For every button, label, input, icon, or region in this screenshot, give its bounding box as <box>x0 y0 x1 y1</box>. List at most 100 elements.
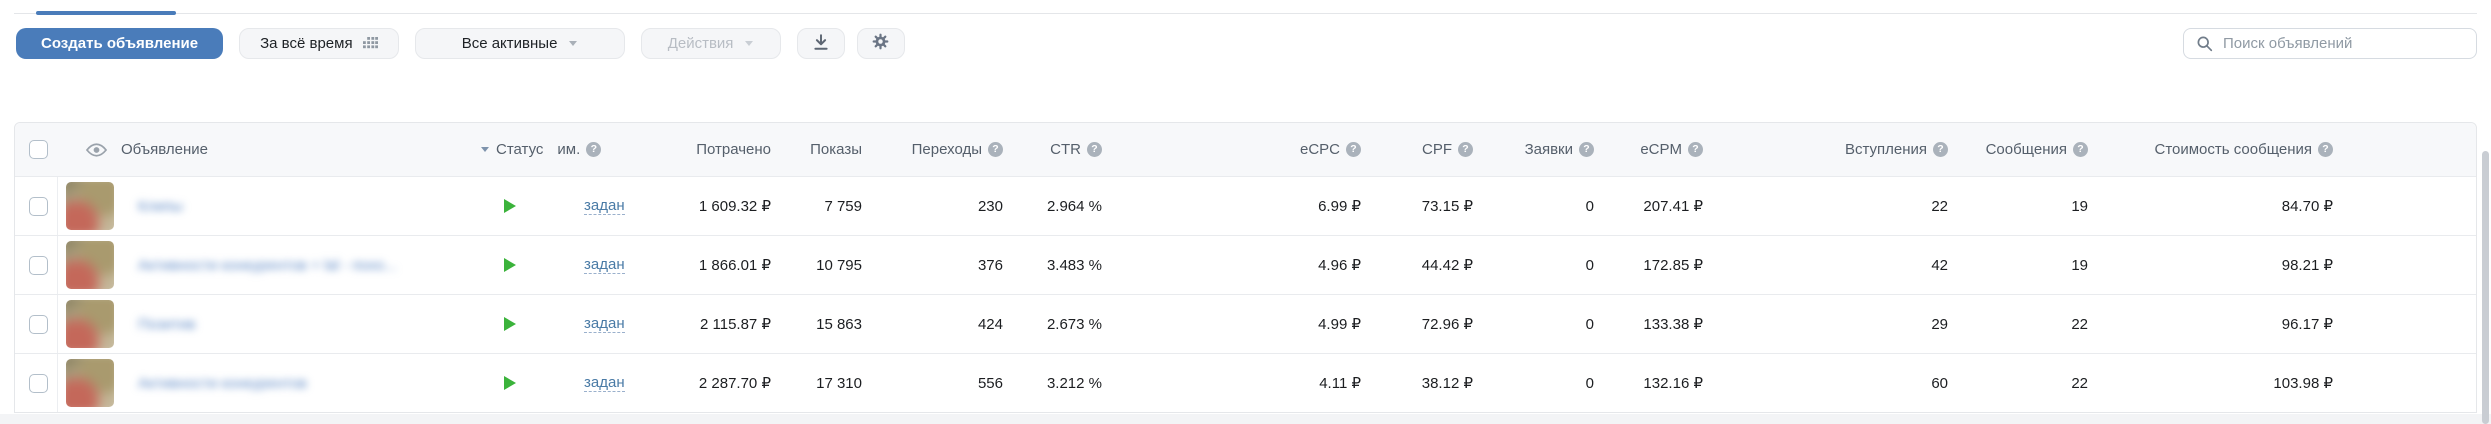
status-active-play-icon <box>504 317 516 331</box>
help-icon[interactable]: ? <box>1579 142 1594 157</box>
actions-dropdown: Действия <box>640 28 781 59</box>
column-header-message-cost[interactable]: Стоимость сообщения ? <box>2094 123 2339 176</box>
help-icon[interactable]: ? <box>2073 142 2088 157</box>
impressions-cell: 10 795 <box>816 256 862 274</box>
help-icon[interactable]: ? <box>2318 142 2333 157</box>
page-bottom-strip <box>0 414 2491 424</box>
table-row: Клипы задан 1 609.32 ₽ 7 759 230 2.964 %… <box>15 176 2476 235</box>
status-filter-dropdown[interactable]: Все активные <box>414 28 625 59</box>
row-checkbox[interactable] <box>29 314 48 334</box>
column-header-impressions[interactable]: Показы <box>810 141 862 158</box>
column-header-leads[interactable]: Заявки ? <box>1479 123 1600 176</box>
help-icon[interactable]: ? <box>1933 142 1948 157</box>
ad-thumbnail[interactable] <box>66 300 114 348</box>
column-header-limit-label: им. <box>557 141 581 158</box>
export-button[interactable] <box>796 28 845 59</box>
row-checkbox[interactable] <box>29 255 48 275</box>
message-cost-cell: 84.70 ₽ <box>2281 198 2333 215</box>
spent-cell: 2 287.70 ₽ <box>698 375 771 392</box>
sort-caret-down-icon <box>481 147 489 152</box>
ad-cell: Позитив <box>58 295 481 353</box>
ad-cell: Клипы <box>58 177 481 235</box>
clicks-cell: 424 <box>977 315 1003 333</box>
ecpm-cell: 133.38 ₽ <box>1643 316 1703 333</box>
status-active-play-icon <box>504 376 516 390</box>
row-checkbox[interactable] <box>29 373 48 393</box>
vertical-scrollbar[interactable] <box>2482 151 2489 424</box>
ad-name-link[interactable]: Позитив <box>138 315 196 333</box>
table-row: Активности конкурентов + lal - похо... з… <box>15 235 2476 294</box>
chevron-down-icon <box>569 41 578 46</box>
ads-table: Объявление Статус им. ? Потрачено Показы… <box>14 122 2477 413</box>
tabs-divider <box>14 13 2477 14</box>
search-box[interactable] <box>2183 28 2477 59</box>
help-icon[interactable]: ? <box>1688 142 1703 157</box>
help-icon[interactable]: ? <box>1458 142 1473 157</box>
ad-cell: Активности конкурентов <box>58 354 481 412</box>
column-header-ad[interactable]: Объявление <box>58 123 481 176</box>
row-spacer <box>2339 295 2476 353</box>
ctr-cell: 2.964 % <box>1046 197 1102 215</box>
help-icon[interactable]: ? <box>988 142 1003 157</box>
eye-icon[interactable] <box>86 142 107 157</box>
column-header-status[interactable]: Статус им. ? <box>481 123 643 176</box>
limit-link[interactable]: задан <box>584 197 625 215</box>
column-header-messages[interactable]: Сообщения ? <box>1954 123 2094 176</box>
active-tab-indicator <box>36 11 176 15</box>
limit-link[interactable]: задан <box>584 374 625 392</box>
ad-name-link[interactable]: Активности конкурентов + lal - похо... <box>138 256 397 274</box>
row-spacer <box>2339 177 2476 235</box>
clicks-cell: 556 <box>977 374 1003 392</box>
table-row: Позитив задан 2 115.87 ₽ 15 863 424 2.67… <box>15 294 2476 353</box>
ad-cell: Активности конкурентов + lal - похо... <box>58 236 481 294</box>
messages-cell: 19 <box>2071 256 2088 274</box>
impressions-cell: 7 759 <box>824 197 862 215</box>
search-input[interactable] <box>2223 35 2464 52</box>
status-active-play-icon <box>504 199 516 213</box>
ecpc-cell: 6.99 ₽ <box>1318 198 1361 215</box>
header-spacer <box>2339 123 2476 176</box>
column-header-ctr[interactable]: CTR ? <box>1009 123 1108 176</box>
ad-thumbnail[interactable] <box>66 241 114 289</box>
message-cost-cell: 103.98 ₽ <box>2273 375 2333 392</box>
row-checkbox[interactable] <box>29 196 48 216</box>
joins-cell: 42 <box>1931 256 1948 274</box>
help-icon[interactable]: ? <box>1087 142 1102 157</box>
clicks-cell: 376 <box>977 256 1003 274</box>
clicks-cell: 230 <box>977 197 1003 215</box>
chevron-down-icon <box>745 41 754 46</box>
column-header-joins[interactable]: Вступления ? <box>1709 123 1954 176</box>
leads-cell: 0 <box>1585 256 1594 274</box>
create-ad-button[interactable]: Создать объявление <box>16 28 224 59</box>
column-header-ecpm[interactable]: eCPM ? <box>1600 123 1709 176</box>
ad-thumbnail[interactable] <box>66 359 114 407</box>
limit-link[interactable]: задан <box>584 315 625 333</box>
ad-thumbnail[interactable] <box>66 182 114 230</box>
help-icon[interactable]: ? <box>586 142 602 157</box>
column-header-spent[interactable]: Потрачено <box>696 141 771 158</box>
joins-cell: 29 <box>1931 315 1948 333</box>
ad-name-link[interactable]: Клипы <box>138 197 183 215</box>
spent-cell: 1 609.32 ₽ <box>698 198 771 215</box>
limit-link[interactable]: задан <box>584 256 625 274</box>
column-header-clicks[interactable]: Переходы ? <box>868 123 1009 176</box>
ad-name-link[interactable]: Активности конкурентов <box>138 374 307 392</box>
period-button[interactable]: За всё время <box>239 28 399 59</box>
column-header-cpf[interactable]: CPF ? <box>1367 123 1479 176</box>
spent-cell: 2 115.87 ₽ <box>700 316 771 333</box>
help-icon[interactable]: ? <box>1346 142 1361 157</box>
status-active-play-icon <box>504 258 516 272</box>
leads-cell: 0 <box>1585 315 1594 333</box>
ctr-cell: 3.212 % <box>1046 374 1102 392</box>
impressions-cell: 17 310 <box>816 374 862 392</box>
select-all-checkbox[interactable] <box>29 140 48 159</box>
cpf-cell: 38.12 ₽ <box>1421 375 1473 392</box>
ecpc-cell: 4.96 ₽ <box>1318 257 1361 274</box>
messages-cell: 19 <box>2071 197 2088 215</box>
table-row: Активности конкурентов задан 2 287.70 ₽ … <box>15 353 2476 412</box>
ecpm-cell: 132.16 ₽ <box>1643 375 1703 392</box>
message-cost-cell: 98.21 ₽ <box>2281 257 2333 274</box>
leads-cell: 0 <box>1585 197 1594 215</box>
settings-button[interactable] <box>856 28 905 59</box>
column-header-ecpc[interactable]: eCPC ? <box>1108 123 1367 176</box>
